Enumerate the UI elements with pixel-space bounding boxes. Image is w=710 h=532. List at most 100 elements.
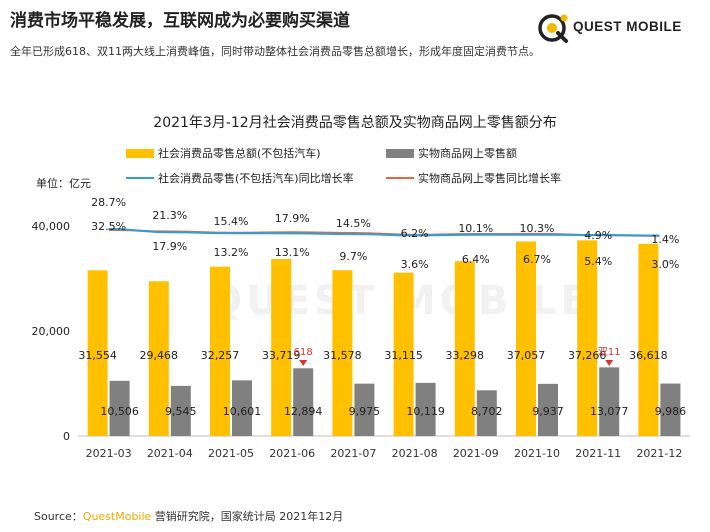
bar-total-label: 31,115 bbox=[384, 349, 423, 362]
x-tick-label: 2021-04 bbox=[147, 447, 193, 460]
line-total-label: 6.4% bbox=[462, 253, 490, 266]
page-title: 消费市场平稳发展，互联网成为必要购买渠道 bbox=[10, 11, 350, 31]
x-tick-label: 2021-05 bbox=[208, 447, 254, 460]
bar-total-label: 37,266 bbox=[568, 349, 607, 362]
x-tick-label: 2021-06 bbox=[269, 447, 315, 460]
logo-mark-icon bbox=[538, 14, 568, 43]
bar-total-label: 31,578 bbox=[323, 349, 362, 362]
bar-online bbox=[170, 385, 191, 436]
line-online-label: 28.7% bbox=[91, 196, 126, 209]
line-total-label: 3.6% bbox=[401, 258, 429, 271]
bar-online-label: 9,545 bbox=[165, 405, 197, 418]
chart-title: 2021年3月-12月社会消费品零售总额及实物商品网上零售额分布 bbox=[153, 115, 557, 131]
line-online-label: 14.5% bbox=[336, 217, 371, 230]
line-total-label: 32.5% bbox=[91, 220, 126, 233]
bar-total bbox=[516, 241, 536, 436]
line-online-label: 17.9% bbox=[275, 212, 310, 225]
bar-online bbox=[599, 367, 620, 436]
line-online-label: 4.9% bbox=[584, 229, 612, 242]
bar-online-label: 10,601 bbox=[223, 405, 262, 418]
legend-total-line: 社会消费品零售(不包括汽车)同比增长率 bbox=[126, 170, 354, 186]
x-tick-label: 2021-12 bbox=[636, 447, 682, 460]
bar-online-label: 8,702 bbox=[471, 405, 503, 418]
legend-total-bar: 社会消费品零售总额(不包括汽车) bbox=[126, 145, 321, 161]
legend-swatch bbox=[386, 177, 414, 179]
legend-swatch bbox=[126, 148, 154, 158]
bar-online-label: 9,986 bbox=[655, 405, 687, 418]
bar-online bbox=[538, 383, 558, 436]
source-brand: QuestMobile bbox=[82, 510, 152, 523]
line-online-label: 15.4% bbox=[214, 215, 249, 228]
bar-total-label: 33,298 bbox=[446, 349, 485, 362]
bar-total-label: 31,554 bbox=[78, 349, 117, 362]
x-tick-label: 2021-11 bbox=[575, 447, 621, 460]
questmobile-logo: QUEST MOBILE bbox=[537, 12, 707, 44]
line-total-label: 9.7% bbox=[339, 250, 367, 263]
bar-online bbox=[660, 383, 681, 436]
source-rest: 营销研究院，国家统计局 2021年12月 bbox=[151, 510, 344, 523]
bar-online bbox=[232, 380, 252, 436]
bar-online-label: 9,975 bbox=[349, 405, 381, 418]
bar-total bbox=[577, 240, 598, 436]
line-online-label: 6.2% bbox=[401, 227, 429, 240]
event-annotation-arrow bbox=[605, 360, 614, 366]
line-online-label: 1.4% bbox=[651, 233, 679, 246]
line-total-label: 6.7% bbox=[523, 253, 551, 266]
bar-online-label: 13,077 bbox=[590, 405, 629, 418]
line-online-label: 10.3% bbox=[520, 222, 555, 235]
bar-total bbox=[271, 258, 292, 436]
x-tick-label: 2021-07 bbox=[330, 447, 376, 460]
line-online-label: 10.1% bbox=[458, 222, 493, 235]
bar-total bbox=[638, 243, 659, 436]
legend-label: 实物商品网上零售额 bbox=[418, 147, 517, 160]
bar-online-label: 12,894 bbox=[284, 405, 323, 418]
line-total-growth bbox=[108, 228, 660, 237]
x-tick-label: 2021-10 bbox=[514, 447, 560, 460]
bar-total-label: 36,618 bbox=[629, 349, 668, 362]
page-subtitle: 全年已形成618、双11两大线上消费峰值，同时带动整体社会消费品零售总额增长，形… bbox=[10, 45, 540, 58]
bar-total-label: 29,468 bbox=[140, 349, 179, 362]
bar-online-label: 10,119 bbox=[406, 405, 445, 418]
bar-online-label: 9,937 bbox=[532, 405, 564, 418]
legend-online-bar: 实物商品网上零售额 bbox=[386, 145, 517, 161]
line-total-label: 13.2% bbox=[214, 246, 249, 259]
y-tick-label: 40,000 bbox=[32, 220, 71, 233]
legend-label: 社会消费品零售总额(不包括汽车) bbox=[158, 147, 321, 160]
event-annotation-arrow bbox=[299, 360, 308, 366]
y-tick-label: 0 bbox=[63, 430, 70, 443]
bar-total bbox=[148, 281, 169, 436]
bar-online bbox=[293, 368, 314, 436]
unit-label: 单位：亿元 bbox=[36, 177, 91, 190]
bar-total bbox=[87, 270, 108, 436]
event-annotation-label: 双11 bbox=[598, 346, 621, 358]
bar-total bbox=[210, 266, 230, 436]
bar-total bbox=[454, 261, 475, 436]
bar-online bbox=[415, 382, 436, 436]
bar-total-label: 37,057 bbox=[507, 349, 546, 362]
legend-online-line: 实物商品网上零售同比增长率 bbox=[386, 170, 561, 186]
event-annotation-label: 618 bbox=[294, 347, 313, 358]
line-total-label: 3.0% bbox=[651, 258, 679, 271]
source-prefix: Source： bbox=[34, 510, 83, 523]
legend-label: 社会消费品零售(不包括汽车)同比增长率 bbox=[158, 172, 354, 185]
bar-total-label: 33,719 bbox=[262, 349, 301, 362]
line-total-label: 13.1% bbox=[275, 246, 310, 259]
bar-online bbox=[354, 383, 375, 436]
bar-online bbox=[109, 380, 130, 436]
y-tick-label: 20,000 bbox=[32, 325, 71, 338]
line-total-label: 5.4% bbox=[584, 255, 612, 268]
line-total-label: 17.9% bbox=[152, 240, 187, 253]
logo-text: QUEST MOBILE bbox=[573, 19, 682, 34]
legend-swatch bbox=[126, 177, 154, 179]
legend-swatch bbox=[386, 148, 414, 158]
legend-label: 实物商品网上零售同比增长率 bbox=[418, 172, 561, 185]
bar-total bbox=[393, 272, 414, 436]
line-online-label: 21.3% bbox=[152, 209, 187, 222]
x-tick-label: 2021-03 bbox=[86, 447, 132, 460]
x-tick-label: 2021-09 bbox=[453, 447, 499, 460]
x-tick-label: 2021-08 bbox=[392, 447, 438, 460]
bar-online-label: 10,506 bbox=[100, 405, 139, 418]
bar-online bbox=[476, 390, 497, 436]
source-footer: Source：QuestMobile 营销研究院，国家统计局 2021年12月 bbox=[34, 508, 343, 524]
